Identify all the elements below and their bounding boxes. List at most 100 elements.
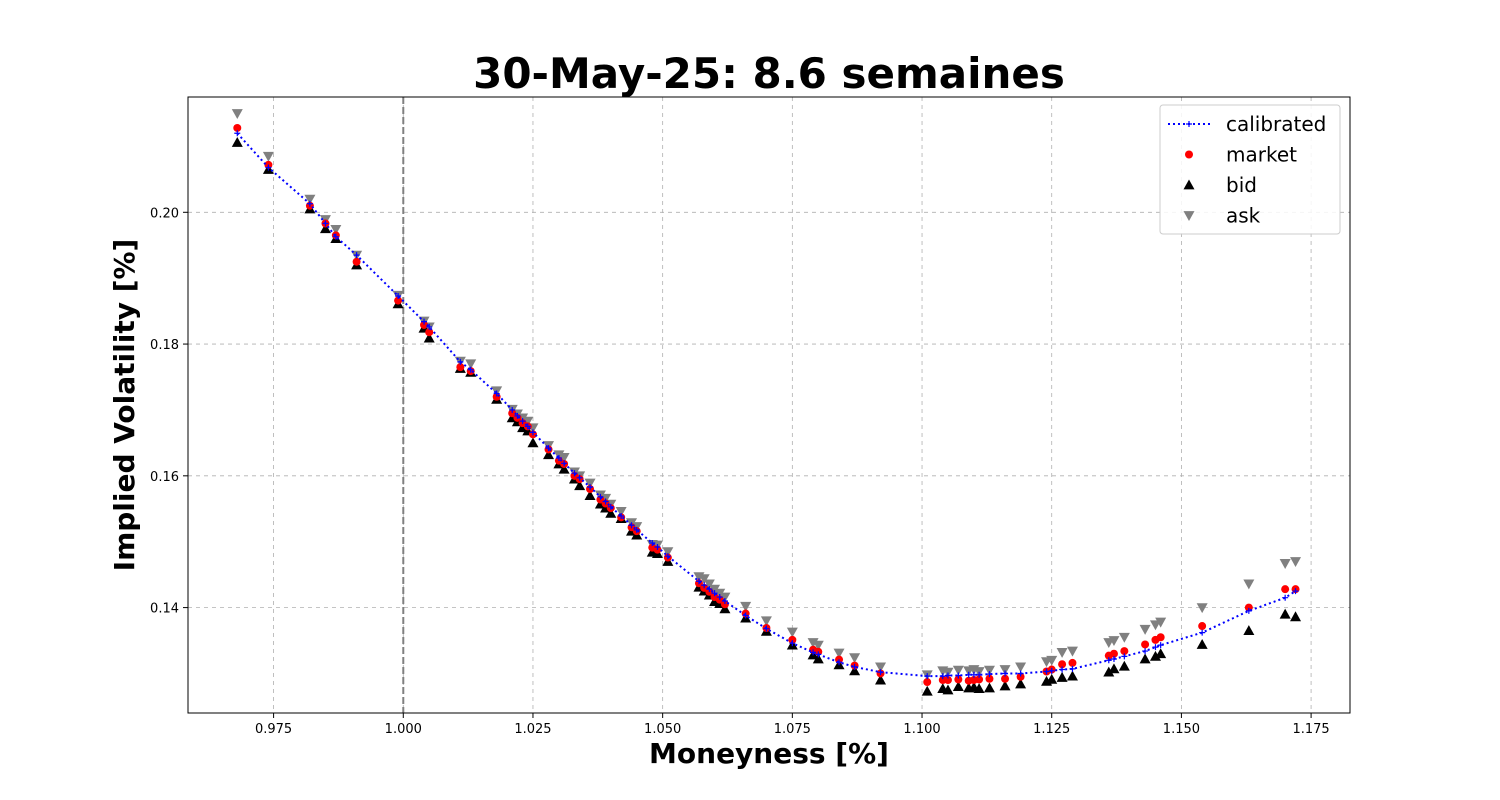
legend-label: ask xyxy=(1226,204,1261,228)
point-calibrated xyxy=(555,455,562,462)
point-calibrated xyxy=(322,220,329,227)
point-ask xyxy=(465,359,477,370)
point-calibrated xyxy=(1152,644,1159,651)
point-calibrated xyxy=(1199,629,1206,636)
point-ask xyxy=(807,638,819,649)
point-ask xyxy=(875,662,887,673)
point-ask xyxy=(786,627,798,638)
y-tick-label: 0.18 xyxy=(150,338,179,353)
point-bid xyxy=(1046,673,1058,684)
point-ask xyxy=(983,665,995,676)
point-ask xyxy=(698,574,710,585)
point-calibrated xyxy=(815,651,822,658)
x-tick-label: 1.000 xyxy=(385,722,422,737)
series-line-calibrated xyxy=(236,132,1297,678)
point-bid xyxy=(1118,660,1130,671)
y-axis-title: Implied Volatility [%] xyxy=(108,239,141,572)
point-bid xyxy=(605,507,617,518)
x-tick-label: 1.100 xyxy=(903,722,940,737)
point-ask xyxy=(304,194,316,205)
point-ask xyxy=(1155,617,1167,628)
point-ask xyxy=(584,478,596,489)
y-tick-label: 0.14 xyxy=(150,602,179,617)
y-tick-label: 0.20 xyxy=(150,206,179,221)
point-bid xyxy=(543,449,555,460)
point-market xyxy=(1156,633,1165,642)
point-calibrated xyxy=(1142,648,1149,655)
point-bid xyxy=(1139,653,1151,664)
point-ask xyxy=(662,547,674,558)
point-calibrated xyxy=(1017,670,1024,677)
point-calibrated xyxy=(664,553,671,560)
point-calibrated xyxy=(561,460,568,467)
legend-label: calibrated xyxy=(1226,112,1326,136)
series-calibrated xyxy=(234,130,1299,680)
point-calibrated xyxy=(1121,653,1128,660)
point-calibrated xyxy=(944,672,951,679)
point-calibrated xyxy=(571,470,578,477)
point-calibrated xyxy=(493,390,500,397)
point-calibrated xyxy=(618,513,625,520)
point-market xyxy=(1109,649,1118,658)
point-calibrated xyxy=(421,318,428,325)
chart-title: 30-May-25: 8.6 semaines xyxy=(473,49,1065,98)
point-calibrated xyxy=(395,292,402,299)
point-bid xyxy=(1155,648,1167,659)
legend-swatch-marker xyxy=(1186,121,1192,127)
point-market xyxy=(1281,585,1290,594)
point-calibrated xyxy=(457,358,464,365)
point-ask xyxy=(231,109,243,119)
axis-ticks: 0.975 1.000 1.025 1.050 1.075 1.100 1.125 1.150… xyxy=(150,206,1330,737)
point-bid xyxy=(423,332,435,343)
point-market xyxy=(954,675,963,684)
legend-swatch-marker xyxy=(1183,211,1195,221)
point-ask xyxy=(330,225,342,235)
point-calibrated xyxy=(695,578,702,585)
point-bid xyxy=(1066,670,1078,681)
point-calibrated xyxy=(524,423,531,430)
legend-item-calibrated: calibrated xyxy=(1168,112,1326,136)
point-calibrated xyxy=(529,429,536,436)
point-ask xyxy=(740,601,752,612)
x-tick-label: 1.075 xyxy=(774,722,811,737)
point-bid xyxy=(1243,625,1255,636)
point-ask xyxy=(1056,647,1068,658)
point-bid xyxy=(1196,638,1208,649)
point-ask xyxy=(1066,646,1078,657)
legend-label: bid xyxy=(1226,173,1257,197)
point-market xyxy=(720,600,729,609)
point-market xyxy=(1001,674,1010,683)
plot-frame xyxy=(187,96,1351,714)
point-calibrated xyxy=(1059,666,1066,673)
point-calibrated xyxy=(1069,665,1076,672)
point-calibrated xyxy=(607,503,614,510)
grid xyxy=(188,97,1350,713)
point-calibrated xyxy=(426,323,433,330)
x-axis-title: Moneyness [%] xyxy=(649,737,889,770)
point-calibrated xyxy=(654,543,661,550)
point-calibrated xyxy=(353,252,360,259)
point-bid xyxy=(574,480,586,491)
point-ask xyxy=(522,416,534,427)
point-ask xyxy=(1015,662,1027,673)
point-calibrated xyxy=(721,598,728,604)
legend-item-ask: ask xyxy=(1183,204,1261,228)
point-bid xyxy=(973,683,985,694)
point-ask xyxy=(1139,624,1151,635)
x-tick-label: 1.025 xyxy=(514,722,551,737)
point-market xyxy=(1198,622,1207,631)
point-calibrated xyxy=(514,412,521,419)
point-bid xyxy=(942,684,954,695)
point-calibrated xyxy=(332,233,339,240)
y-tick-label: 0.16 xyxy=(150,470,179,485)
point-market xyxy=(1068,658,1077,667)
point-calibrated xyxy=(706,586,713,593)
point-bid xyxy=(319,223,331,234)
point-calibrated xyxy=(716,594,723,601)
point-ask xyxy=(1046,655,1058,666)
series-group xyxy=(231,109,1302,696)
point-calibrated xyxy=(467,366,474,373)
point-ask xyxy=(999,665,1011,676)
point-calibrated xyxy=(955,672,962,679)
